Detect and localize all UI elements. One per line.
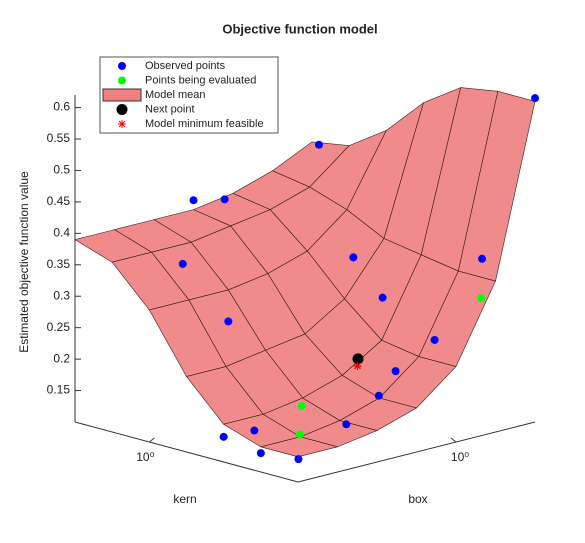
z-tick-label: 0.2	[53, 351, 70, 365]
point	[353, 361, 362, 370]
legend-marker	[118, 62, 126, 70]
z-tick-label: 0.4	[53, 226, 70, 240]
z-tick-label: 0.55	[47, 131, 71, 145]
legend-marker	[116, 104, 128, 115]
point	[478, 254, 487, 263]
legend: Observed points Points being evaluated Mod…	[99, 56, 279, 134]
y-axis-line	[297, 421, 536, 483]
z-tick-label: 0.6	[53, 100, 70, 114]
z-tick-label: 0.15	[47, 383, 71, 397]
legend-label: Next point	[145, 103, 195, 115]
y-tick-label: 10⁰	[451, 450, 469, 464]
point	[352, 353, 364, 365]
point	[250, 426, 259, 435]
point	[224, 317, 233, 326]
point	[430, 335, 439, 344]
point	[189, 196, 198, 205]
legend-marker	[118, 120, 126, 128]
axes-box	[74, 95, 536, 483]
legend-label: Points being evaluated	[145, 74, 256, 86]
legend-swatch	[102, 88, 142, 102]
x-axis-label: kern	[173, 492, 196, 506]
legend-label: Model mean	[145, 89, 206, 101]
point	[294, 455, 303, 464]
y-axis-label: box	[408, 492, 427, 506]
z-tick-label: 0.45	[47, 194, 71, 208]
x-tick	[149, 437, 155, 443]
legend-label: Observed points	[145, 60, 226, 72]
point	[256, 449, 265, 458]
z-tick-label: 0.35	[47, 257, 71, 271]
point	[297, 401, 306, 410]
point	[219, 432, 228, 441]
point	[178, 259, 187, 268]
point	[378, 293, 387, 302]
chart-title: Objective function model	[222, 21, 377, 36]
point	[391, 367, 400, 376]
point	[477, 294, 486, 303]
z-axis-label: Estimated objective function value	[17, 171, 31, 353]
legend-marker	[118, 76, 126, 85]
point	[314, 140, 323, 149]
point	[220, 195, 229, 204]
point	[342, 420, 351, 429]
x-axis-line	[74, 421, 299, 483]
z-tick-label: 0.5	[53, 163, 70, 177]
x-tick-label: 10⁰	[136, 450, 154, 464]
legend-label: Model minimum feasible	[145, 118, 264, 130]
point	[531, 94, 539, 103]
z-tick-label: 0.3	[53, 288, 70, 302]
point	[295, 430, 304, 439]
point	[374, 391, 383, 400]
z-tick-label: 0.25	[47, 320, 71, 334]
y-tick	[450, 437, 457, 443]
point	[349, 253, 358, 262]
